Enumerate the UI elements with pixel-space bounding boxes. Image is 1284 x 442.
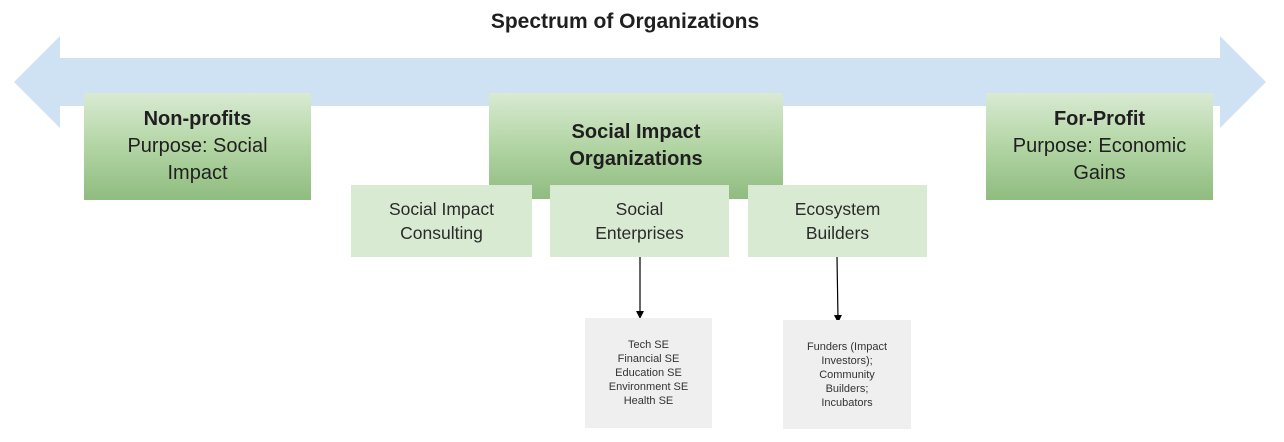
- ecosystem-builders-box: Ecosystem Builders: [748, 185, 927, 257]
- ecosystem-types-box: Funders (Impact Investors); Community Bu…: [783, 320, 911, 429]
- ecosystem-label-line-2: Builders: [805, 223, 870, 243]
- social-enterprise-types-box: Tech SE Financial SE Education SE Enviro…: [585, 318, 712, 428]
- enterprises-label-line-2: Enterprises: [595, 223, 684, 243]
- ecosystem-type-item: Builders;: [825, 382, 869, 395]
- consulting-label-line-1: Social Impact: [388, 199, 495, 219]
- forprofit-box: For-Profit Purpose: Economic Gains: [986, 93, 1213, 200]
- ecosystem-type-item: Funders (Impact: [806, 340, 888, 353]
- enterprise-type-item: Financial SE: [617, 353, 680, 365]
- social-impact-organizations-box: Social Impact Organizations: [489, 93, 783, 199]
- enterprise-type-item: Tech SE: [628, 339, 669, 351]
- nonprofits-purpose-line-1: Purpose: Social: [127, 135, 268, 157]
- nonprofits-purpose-line-2: Impact: [167, 162, 228, 184]
- social-enterprises-box: Social Enterprises: [550, 185, 729, 257]
- double-headed-arrow-shape: [14, 36, 1266, 128]
- forprofit-heading: For-Profit: [1053, 108, 1146, 130]
- consulting-label-line-2: Consulting: [400, 223, 483, 243]
- forprofit-purpose-line-1: Purpose: Economic: [1012, 135, 1187, 157]
- nonprofits-box: Non-profits Purpose: Social Impact: [84, 93, 311, 200]
- social-impact-heading-line-2: Organizations: [569, 148, 703, 170]
- enterprise-type-item: Environment SE: [608, 381, 689, 393]
- nonprofits-heading: Non-profits: [143, 108, 252, 130]
- social-impact-heading-line-1: Social Impact: [571, 121, 701, 143]
- forprofit-purpose-line-2: Gains: [1073, 162, 1126, 184]
- ecosystem-type-item: Investors);: [821, 354, 873, 367]
- enterprise-type-item: Health SE: [623, 395, 674, 407]
- social-impact-consulting-box: Social Impact Consulting: [351, 185, 532, 257]
- ecosystem-type-item: Incubators: [821, 396, 873, 409]
- diagram-title: Spectrum of Organizations: [490, 10, 760, 33]
- ecosystem-type-item: Community: [819, 368, 875, 381]
- ecosystem-label-line-1: Ecosystem: [794, 199, 881, 219]
- enterprise-type-item: Education SE: [615, 367, 682, 379]
- enterprises-label-line-1: Social: [615, 199, 664, 219]
